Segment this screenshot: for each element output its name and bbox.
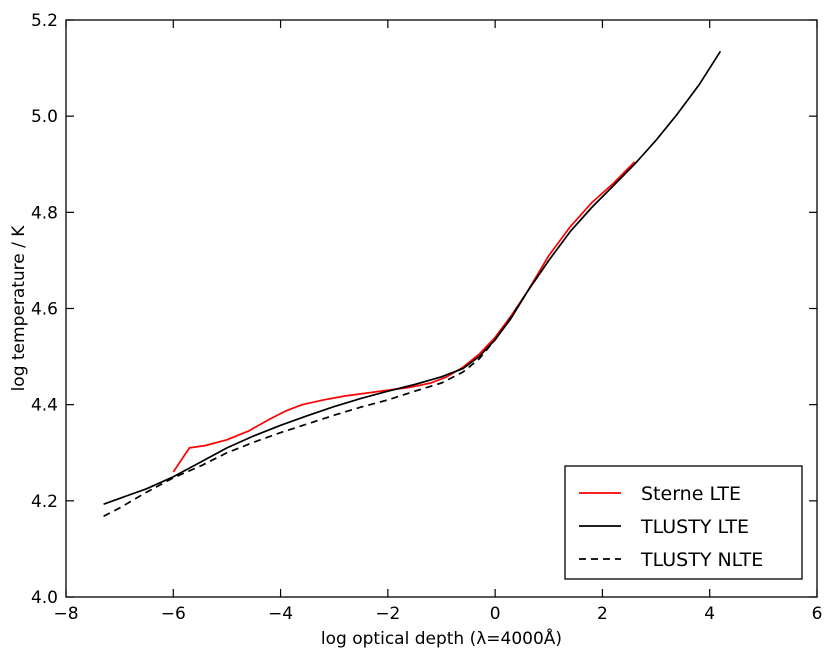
series-line-sterne-lte [172,161,636,473]
axis-ticks: −8 −6 −4 −2 0 2 4 6 4.0 4.2 4.4 4.6 4.8 5.0 5.2 [31,11,822,624]
y-axis-label: log temperature / K [9,225,29,392]
y-tick-label: 4.0 [31,588,58,608]
y-tick-label: 5.2 [31,11,58,31]
legend: Sterne LTE TLUSTY LTE TLUSTY NLTE [564,465,803,580]
series-line-tlusty-lte [103,50,722,505]
y-tick-label: 4.2 [31,492,58,512]
y-tick-label: 4.6 [31,300,58,320]
x-tick-label: 4 [704,604,715,624]
legend-box [564,465,803,580]
legend-label: TLUSTY NLTE [640,549,763,571]
series-lines [103,50,722,517]
x-tick-label: −8 [53,604,78,624]
legend-label: Sterne LTE [641,483,741,505]
x-axis-label: log optical depth (λ=4000Å) [321,627,562,649]
x-tick-label: −6 [161,604,186,624]
y-tick-label: 5.0 [31,107,58,127]
y-tick-label: 4.8 [31,203,58,223]
legend-label: TLUSTY LTE [640,516,749,538]
y-tick-label: 4.4 [31,396,58,416]
x-tick-label: −2 [375,604,400,624]
x-tick-label: −4 [268,604,293,624]
x-tick-label: 2 [597,604,608,624]
x-tick-label: 0 [490,604,501,624]
series-line-tlusty-nlte [103,259,550,517]
x-tick-label: 6 [812,604,823,624]
